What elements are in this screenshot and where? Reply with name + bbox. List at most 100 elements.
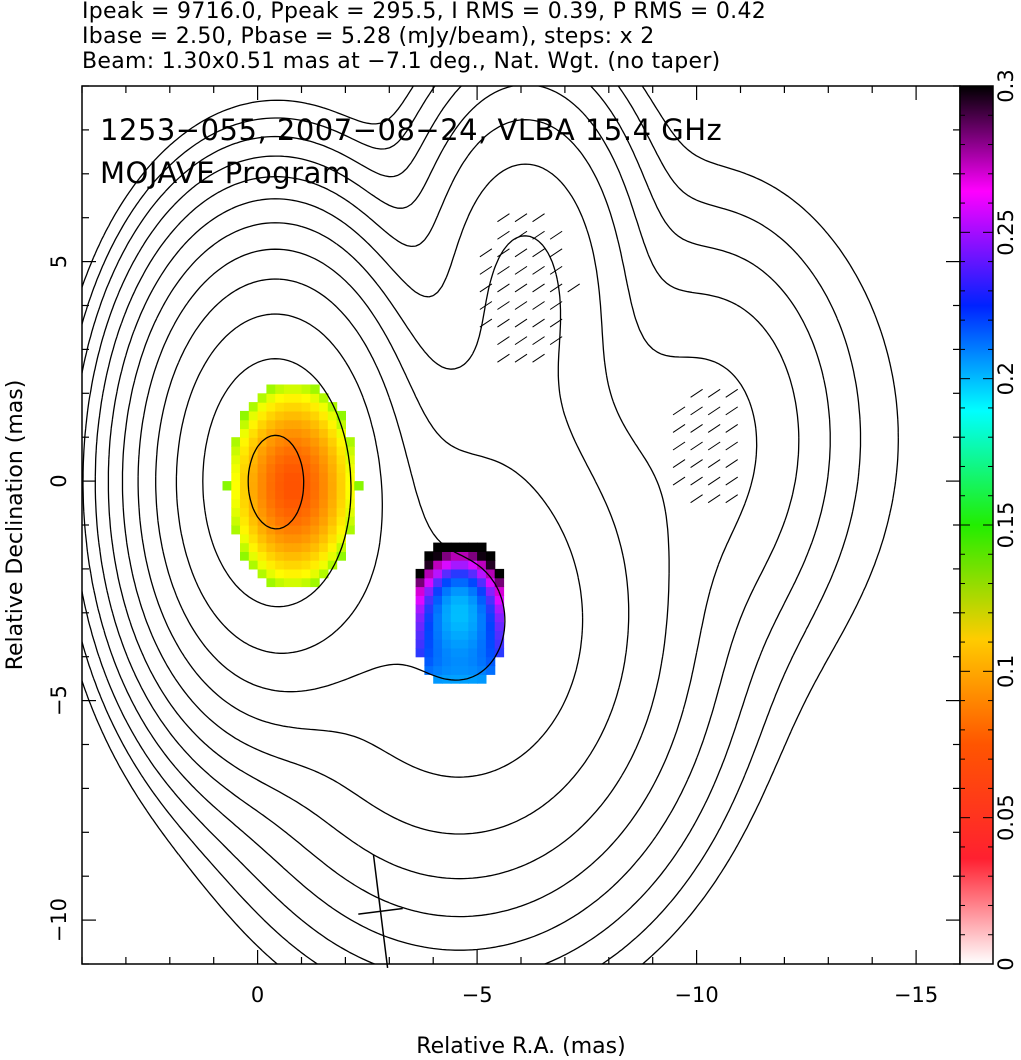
polarization-pixel bbox=[266, 463, 276, 473]
polarization-pixel bbox=[257, 489, 267, 500]
polarization-pixel bbox=[433, 577, 443, 588]
beam-minor-axis bbox=[358, 907, 403, 915]
polarization-pixel bbox=[327, 481, 338, 491]
polarization-pixel bbox=[424, 568, 434, 579]
polarization-pixel bbox=[415, 577, 425, 588]
polarization-pixel bbox=[468, 647, 478, 658]
polarization-pixel bbox=[424, 665, 434, 675]
polarization-pixel bbox=[468, 630, 478, 640]
polarization-pixel bbox=[477, 621, 487, 631]
polarization-pixel bbox=[240, 437, 250, 447]
polarization-pixel bbox=[283, 533, 294, 544]
polarization-pixel bbox=[477, 639, 487, 649]
polarization-pixel bbox=[494, 568, 505, 579]
polarization-pixel bbox=[257, 560, 267, 570]
evpa-vector bbox=[707, 424, 721, 433]
polarization-pixel bbox=[292, 419, 303, 429]
polarization-pixel bbox=[266, 568, 276, 579]
polarization-pixel bbox=[240, 428, 250, 438]
evpa-vector bbox=[497, 265, 510, 275]
polarization-pixel bbox=[248, 428, 259, 438]
evpa-vector bbox=[707, 494, 721, 504]
polarization-pixel bbox=[266, 393, 276, 403]
polarization-pixel bbox=[231, 446, 241, 456]
polarization-pixel bbox=[310, 454, 320, 465]
polarization-pixel bbox=[442, 647, 452, 658]
polarization-pixel bbox=[459, 586, 469, 596]
evpa-vector bbox=[497, 213, 510, 223]
evpa-vector bbox=[497, 318, 510, 328]
polarization-pixel bbox=[468, 595, 478, 605]
polarization-pixel bbox=[450, 656, 461, 667]
polarization-pixel bbox=[468, 612, 478, 623]
polarization-pixel bbox=[459, 551, 469, 561]
polarization-pixel bbox=[283, 472, 294, 482]
contour-line bbox=[82, 86, 862, 964]
polarization-pixel bbox=[301, 507, 311, 517]
contour-line bbox=[247, 434, 305, 530]
polarization-pixel bbox=[240, 498, 250, 509]
evpa-vector bbox=[567, 283, 580, 293]
polarization-pixel bbox=[424, 639, 434, 649]
contour-layer bbox=[82, 86, 899, 964]
y-tick-label: 0 bbox=[47, 474, 71, 487]
evpa-vector bbox=[514, 318, 528, 328]
polarization-pixel bbox=[248, 454, 259, 465]
polarization-pixel bbox=[275, 542, 285, 552]
polarization-pixel bbox=[257, 525, 267, 535]
polarization-pixel bbox=[345, 481, 355, 491]
polarization-pixel bbox=[292, 384, 303, 394]
evpa-vector bbox=[672, 406, 686, 416]
polarization-pixel bbox=[257, 472, 267, 482]
polarization-pixel bbox=[477, 665, 487, 675]
polarization-pixel bbox=[450, 630, 461, 640]
polarization-pixel bbox=[336, 516, 346, 526]
polarization-pixel bbox=[301, 428, 311, 438]
polarization-pixel bbox=[275, 560, 285, 570]
polarization-pixel bbox=[433, 665, 443, 675]
contour-line bbox=[202, 358, 352, 608]
evpa-vector bbox=[690, 424, 703, 433]
evpa-vector bbox=[690, 476, 703, 486]
polarization-pixel bbox=[424, 595, 434, 605]
polarization-pixel bbox=[301, 410, 311, 421]
polarization-pixel bbox=[319, 516, 329, 526]
polarization-pixel bbox=[283, 542, 294, 552]
evpa-vector bbox=[672, 441, 686, 451]
polarization-pixel bbox=[433, 604, 443, 614]
polarization-pixel bbox=[231, 437, 241, 447]
polarization-pixel bbox=[275, 463, 285, 473]
polarization-pixel bbox=[292, 542, 303, 552]
contour-line bbox=[175, 313, 383, 654]
polarization-pixel bbox=[292, 516, 303, 526]
polarization-pixel bbox=[327, 428, 338, 438]
polarization-pixel bbox=[283, 410, 294, 421]
polarization-pixel bbox=[266, 428, 276, 438]
evpa-vector bbox=[725, 388, 738, 398]
axis-ticks: 0 −5 −10 −15 5 0 −5 −10 bbox=[47, 85, 961, 1007]
polarization-pixel bbox=[442, 621, 452, 631]
polarization-pixel bbox=[301, 560, 311, 570]
polarization-pixel bbox=[248, 402, 259, 412]
polarization-pixel bbox=[283, 463, 294, 473]
polarization-pixel bbox=[257, 507, 267, 517]
evpa-vector bbox=[497, 248, 510, 258]
polarization-pixel bbox=[301, 542, 311, 552]
polarization-pixel bbox=[248, 419, 259, 429]
polarization-pixel bbox=[301, 472, 311, 482]
polarization-pixel bbox=[319, 393, 329, 403]
polarization-pixel bbox=[283, 384, 294, 394]
polarization-pixel bbox=[494, 647, 505, 658]
polarization-pixel bbox=[415, 586, 425, 596]
polarization-pixel bbox=[485, 560, 496, 570]
evpa-vector bbox=[514, 283, 528, 293]
polarization-pixel bbox=[485, 647, 496, 658]
polarization-pixel bbox=[433, 674, 443, 684]
evpa-vector-layer bbox=[479, 213, 738, 504]
polarization-pixel bbox=[468, 639, 478, 649]
evpa-vector bbox=[497, 283, 510, 293]
polarization-pixel bbox=[345, 516, 355, 526]
polarization-pixel bbox=[283, 454, 294, 465]
polarization-pixel bbox=[240, 525, 250, 535]
polarization-pixel bbox=[319, 551, 329, 561]
